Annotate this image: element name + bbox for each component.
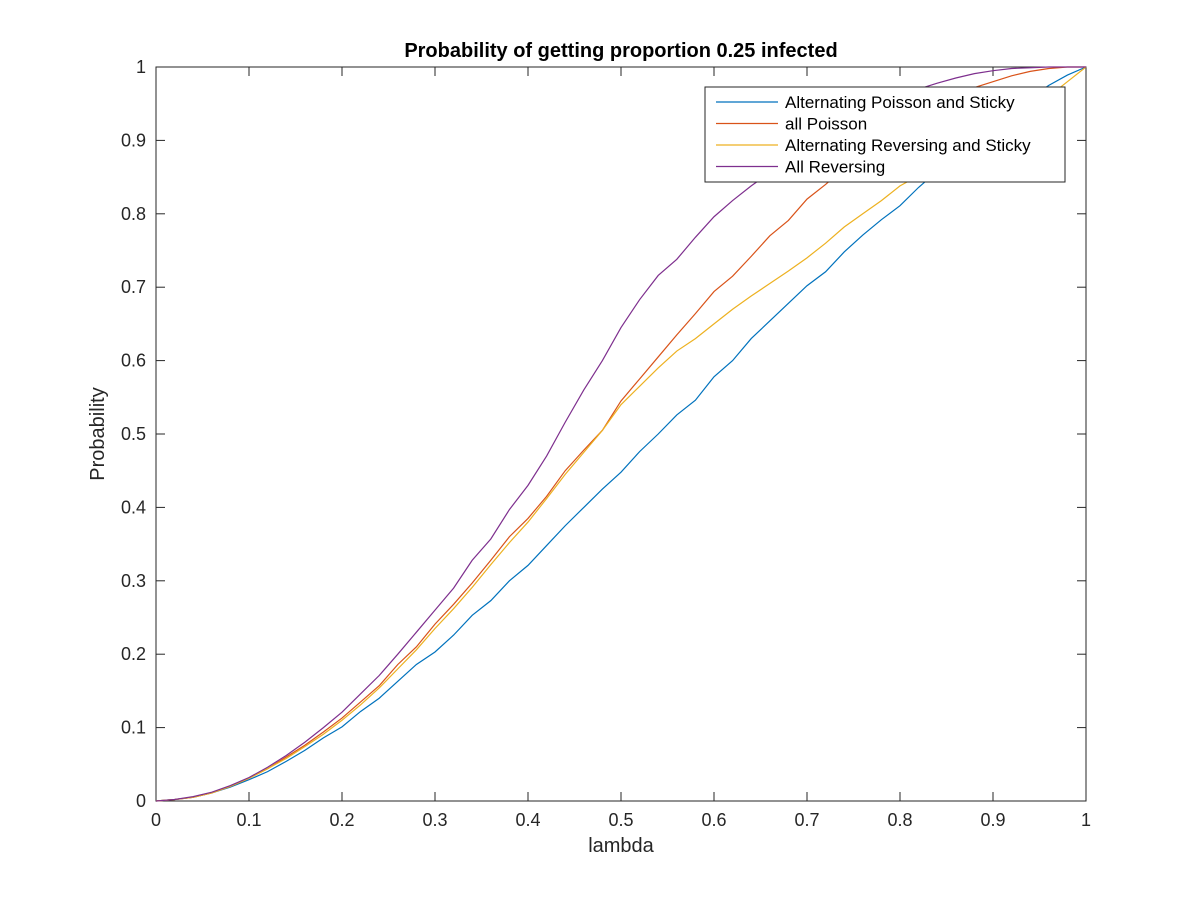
x-tick-label: 1 [1081,810,1091,830]
y-tick-label: 0.9 [121,130,146,150]
y-tick-label: 0 [136,791,146,811]
legend-label-4: All Reversing [785,158,885,177]
y-tick-label: 0.4 [121,497,146,517]
y-tick-label: 0.1 [121,718,146,738]
legend-label-1: Alternating Poisson and Sticky [785,93,1015,112]
legend: Alternating Poisson and Sticky all Poisso… [704,86,1066,183]
x-tick-label: 0.9 [980,810,1005,830]
y-tick-label: 0.6 [121,351,146,371]
legend-label-2: all Poisson [785,115,867,134]
x-tick-label: 0.7 [794,810,819,830]
y-tick-label: 0.3 [121,571,146,591]
legend-label-3: Alternating Reversing and Sticky [785,136,1031,155]
ticks-layer: 0 0.1 0.2 0.3 0.4 0.5 0.6 0.7 0.8 0.9 1 0 0.1 0.2 0.3 0… [121,57,1091,830]
legend-items: Alternating Poisson and Sticky all Poisso… [716,93,1031,177]
x-tick-label: 0 [151,810,161,830]
x-axis-title: lambda [588,835,654,857]
y-tick-label: 1 [136,57,146,77]
y-tick-label: 0.2 [121,644,146,664]
y-tick-label: 0.7 [121,277,146,297]
series-line-4 [155,66,1086,802]
plot-area [155,66,1087,802]
x-tick-label: 0.2 [329,810,354,830]
x-tick-label: 0.3 [422,810,447,830]
x-tick-label: 0.5 [608,810,633,830]
chart-title: Probability of getting proportion 0.25 i… [404,40,837,62]
x-tick-label: 0.6 [701,810,726,830]
y-tick-label: 0.8 [121,204,146,224]
x-tick-label: 0.4 [515,810,540,830]
y-tick-label: 0.5 [121,424,146,444]
y-axis-title: Probability [87,387,109,480]
x-tick-label: 0.1 [236,810,261,830]
x-tick-label: 0.8 [887,810,912,830]
